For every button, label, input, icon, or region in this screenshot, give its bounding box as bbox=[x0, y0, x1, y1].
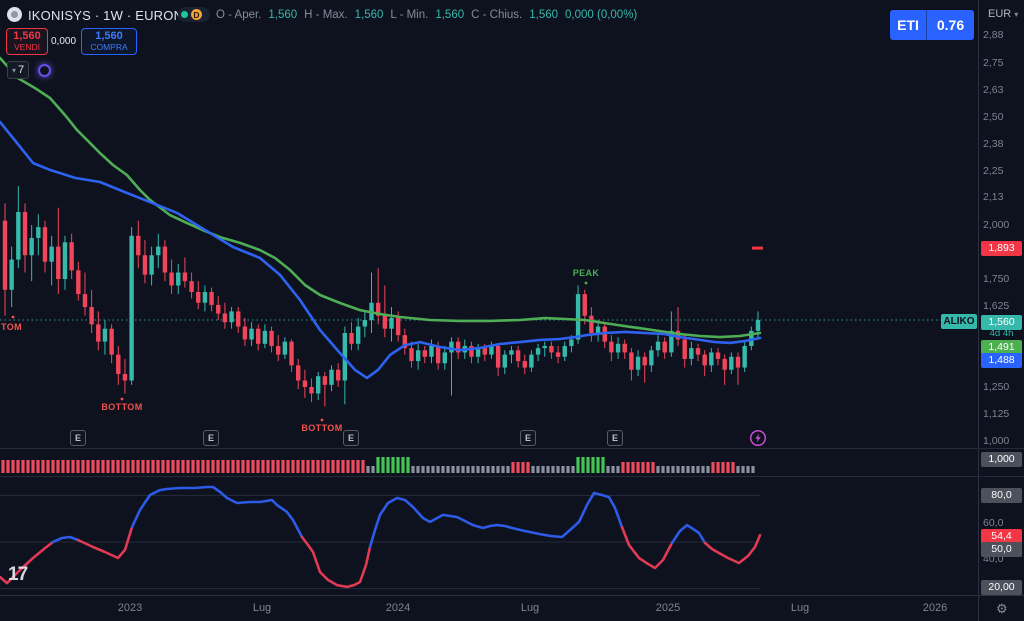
sell-price: 1,560 bbox=[13, 29, 41, 42]
time-axis-label: 2026 bbox=[922, 602, 948, 614]
indicators-collapse-toggle[interactable]: ▾ 7 bbox=[7, 61, 30, 79]
rsi-segment-blue bbox=[51, 535, 80, 544]
price-badge-green: 1,491 bbox=[981, 339, 1022, 355]
spread-value: 0,000 bbox=[50, 36, 77, 47]
market-open-dot-icon bbox=[181, 11, 188, 18]
price-axis-separator bbox=[978, 0, 979, 621]
price-tick: 2,13 bbox=[983, 191, 1004, 203]
bar-countdown: 4d 4h bbox=[989, 328, 1014, 339]
time-axis-label: 2024 bbox=[385, 602, 411, 614]
rsi-badge-gray: 20,00 bbox=[981, 579, 1022, 595]
tradingview-watermark: 17 bbox=[8, 564, 28, 585]
rsi-segment-red bbox=[0, 540, 55, 585]
time-axis-label: Lug bbox=[520, 602, 540, 614]
time-axis-separator bbox=[0, 595, 1024, 596]
market-status-pill[interactable]: D bbox=[178, 7, 210, 22]
price-tick: 2,88 bbox=[983, 29, 1004, 41]
quote-badge[interactable]: ETI 0.76 bbox=[890, 10, 974, 40]
rsi-segment-blue bbox=[130, 485, 304, 539]
pane-separator-strip-top[interactable] bbox=[0, 448, 1024, 449]
time-axis-label: Lug bbox=[790, 602, 810, 614]
delayed-data-icon: D bbox=[191, 9, 202, 20]
event-marker-e[interactable]: E bbox=[70, 430, 86, 446]
chevron-down-icon: ▾ bbox=[12, 65, 17, 75]
time-axis-label: 2025 bbox=[655, 602, 681, 614]
close-label: C - Chius. bbox=[471, 9, 523, 21]
price-tick: 1,125 bbox=[983, 408, 1010, 420]
price-tick: 2,63 bbox=[983, 84, 1004, 96]
indicators-count: 7 bbox=[18, 64, 25, 76]
low-label: L - Min. bbox=[390, 9, 429, 21]
high-label: H - Max. bbox=[304, 9, 348, 21]
buy-price: 1,560 bbox=[95, 29, 123, 42]
pane-separator-strip-bottom[interactable] bbox=[0, 476, 1024, 477]
event-marker-e[interactable]: E bbox=[520, 430, 536, 446]
ma_slow-line bbox=[0, 56, 762, 339]
rsi-badge-gray: 80,0 bbox=[981, 487, 1022, 503]
price-tick: 1,000 bbox=[983, 435, 1010, 447]
price-tick: 1,250 bbox=[983, 381, 1010, 393]
event-marker-e[interactable]: E bbox=[343, 430, 359, 446]
open-label: O - Aper. bbox=[216, 9, 262, 21]
sell-button[interactable]: 1,560 VENDI bbox=[6, 28, 48, 55]
currency-label: EUR bbox=[988, 8, 1012, 20]
event-marker-e[interactable]: E bbox=[607, 430, 623, 446]
price-line-label: ALIKO bbox=[941, 314, 977, 329]
event-marker-e[interactable]: E bbox=[203, 430, 219, 446]
currency-selector[interactable]: EUR ▾ bbox=[988, 8, 1018, 20]
symbol-logo-glyph bbox=[11, 11, 18, 18]
price-tick: 2,38 bbox=[983, 138, 1004, 150]
quote-value: 0.76 bbox=[936, 17, 965, 33]
ma_fast-line bbox=[0, 120, 762, 380]
buy-button[interactable]: 1,560 COMPRA bbox=[81, 28, 137, 55]
price-badge-gray: 1,000 bbox=[981, 451, 1022, 467]
rsi-segment-red bbox=[300, 535, 372, 589]
rsi-badge-gray: 50,0 bbox=[981, 541, 1022, 557]
symbol-title[interactable]: IKONISYS · 1W · EURONEXT bbox=[28, 8, 210, 23]
rsi-tick: 60,0 bbox=[983, 517, 1004, 529]
ohlc-row: O - Aper. 1,560 H - Max. 1,560 L - Min. … bbox=[216, 9, 637, 21]
indicator-ring-icon[interactable] bbox=[38, 64, 51, 77]
price-tick: 2,25 bbox=[983, 165, 1004, 177]
price-tick: 1,750 bbox=[983, 273, 1010, 285]
rsi-segment-red bbox=[703, 533, 762, 565]
open-value: 1,560 bbox=[268, 9, 298, 21]
gear-icon[interactable]: ⚙ bbox=[996, 601, 1008, 616]
price-badge-blue: 1,488 bbox=[981, 352, 1022, 368]
bottom-marker-label: TOM bbox=[1, 322, 22, 332]
rsi-segment-red bbox=[76, 525, 134, 560]
price-badge-red: 1,893 bbox=[981, 240, 1022, 256]
sell-label: VENDI bbox=[14, 41, 40, 52]
close-value: 1,560 bbox=[529, 9, 559, 21]
lightning-icon[interactable] bbox=[749, 429, 767, 447]
price-tick: 1,625 bbox=[983, 300, 1010, 312]
rsi-segment-red bbox=[620, 525, 674, 570]
price-tick: 2,75 bbox=[983, 57, 1004, 69]
change-value: 0,000 (0,00%) bbox=[565, 9, 638, 21]
rsi-segment-blue bbox=[670, 523, 707, 545]
time-axis-label: 2023 bbox=[117, 602, 143, 614]
buy-label: COMPRA bbox=[90, 41, 128, 52]
low-value: 1,560 bbox=[435, 9, 465, 21]
bottom-marker-label: BOTTOM bbox=[101, 402, 142, 412]
price-tick: 2,50 bbox=[983, 111, 1004, 123]
rsi-segment-blue bbox=[368, 491, 624, 549]
rsi-badge-red: 54,4 bbox=[981, 528, 1022, 544]
high-value: 1,560 bbox=[354, 9, 384, 21]
price-badge-teal: 1,560 bbox=[981, 314, 1022, 330]
peak-marker-label: PEAK bbox=[573, 268, 600, 278]
quote-symbol: ETI bbox=[890, 10, 927, 40]
chevron-down-icon: ▾ bbox=[1014, 10, 1019, 19]
bottom-marker-label: BOTTOM bbox=[301, 423, 342, 433]
price-tick: 2,000 bbox=[983, 219, 1010, 231]
time-axis-label: Lug bbox=[252, 602, 272, 614]
symbol-logo[interactable] bbox=[7, 7, 22, 22]
